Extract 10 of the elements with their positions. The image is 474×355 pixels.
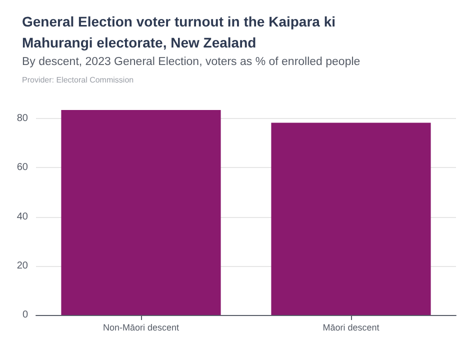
chart-title: General Election voter turnout in the Kaipara ki Mahurangi electorate, New Zealand xyxy=(22,14,340,50)
text: Provider: Electoral Commission xyxy=(22,76,134,84)
y-tick-label: 0 xyxy=(22,310,28,320)
x-tick-label: Māori descent xyxy=(322,322,380,332)
y-tick-label: 20 xyxy=(16,260,28,272)
y-tick-label: 80 xyxy=(16,113,28,124)
y-tick-label: 60 xyxy=(16,162,28,174)
x-tick-label: Non-Māori descent xyxy=(102,322,180,332)
y-tick-label: 40 xyxy=(16,211,28,222)
chart-subtitle: By descent, 2023 General Election, voters as % of enrolled people xyxy=(22,56,360,68)
